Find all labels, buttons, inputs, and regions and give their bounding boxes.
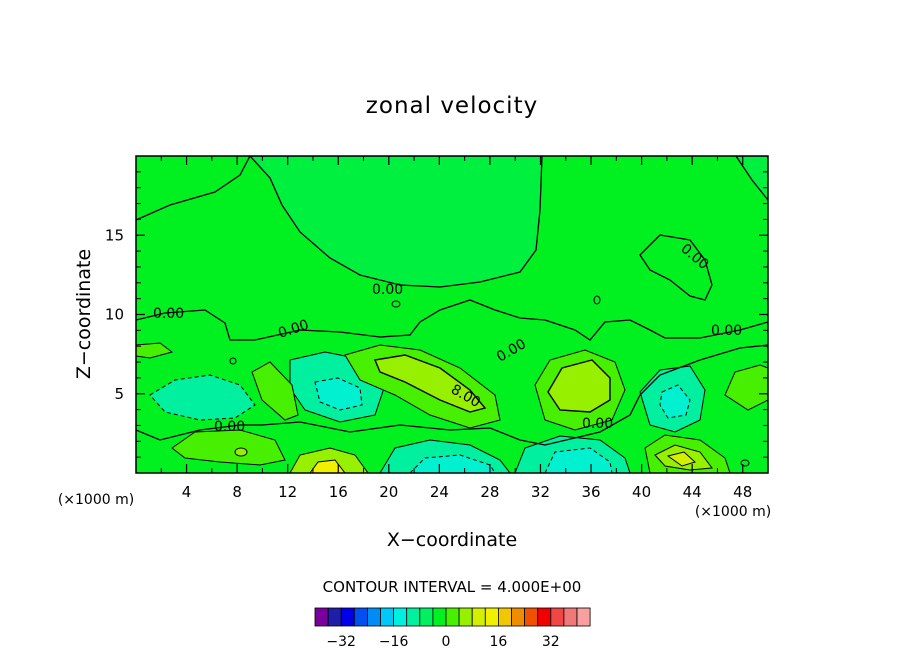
x-tick-label: 40 bbox=[632, 483, 651, 501]
y-tick-label: 5 bbox=[114, 385, 124, 403]
colorbar-swatch bbox=[524, 607, 539, 627]
region-neg-center-left-core bbox=[314, 377, 363, 411]
contour-zero-upright bbox=[639, 234, 713, 301]
colorbar-swatch bbox=[576, 607, 591, 627]
colorbar-tick-label: 32 bbox=[542, 634, 560, 650]
colorbar-swatch bbox=[563, 607, 578, 627]
x-tick-label: 16 bbox=[329, 483, 348, 501]
region-neg-right-core bbox=[659, 384, 691, 419]
region-zero-topright bbox=[735, 156, 768, 202]
region-zero-top bbox=[249, 156, 543, 288]
x-tick-label: 4 bbox=[182, 483, 192, 501]
colorbar-swatch bbox=[327, 607, 342, 627]
z-unit-label: (×1000 m) bbox=[58, 492, 134, 508]
small-contour-3 bbox=[229, 357, 237, 365]
contour-label: 0.00 bbox=[582, 416, 613, 432]
colorbar-swatch bbox=[458, 607, 473, 627]
x-tick-label: 44 bbox=[683, 483, 702, 501]
contour-interval-text: CONTOUR INTERVAL = 4.000E+00 bbox=[323, 578, 582, 596]
contour-label: 0.00 bbox=[153, 306, 184, 322]
colorbar-tick-label: −16 bbox=[379, 634, 409, 650]
region-neg-left bbox=[149, 374, 256, 421]
colorbar-ticks: −32 −16 0 16 32 bbox=[326, 634, 559, 650]
x-axis-label: X−coordinate bbox=[387, 529, 517, 551]
x-tick-label: 12 bbox=[278, 483, 297, 501]
colorbar-swatch bbox=[537, 607, 552, 627]
region-pos-left-edge bbox=[136, 342, 174, 359]
x-axis: 4 8 12 16 20 24 28 32 36 40 44 48 bbox=[160, 156, 752, 501]
region-pos-left-arm bbox=[251, 361, 299, 421]
region-pos-far-right bbox=[724, 364, 768, 411]
contour-label: 0.00 bbox=[214, 419, 245, 435]
colorbar-swatch bbox=[353, 607, 368, 627]
contour-zero-mid bbox=[136, 299, 768, 341]
colorbar-tick-label: 16 bbox=[489, 634, 507, 650]
region-zero-left bbox=[136, 156, 251, 221]
region-pos-right-core bbox=[547, 359, 611, 413]
region-neg-bottom-right-core bbox=[544, 447, 613, 473]
colorbar-swatch bbox=[445, 607, 460, 627]
colorbar-swatch bbox=[497, 607, 512, 627]
colorbar-swatch bbox=[484, 607, 499, 627]
colorbar-swatch bbox=[393, 607, 408, 627]
x-tick-label: 36 bbox=[581, 483, 600, 501]
colorbar-swatch bbox=[471, 607, 486, 627]
y-tick-label: 10 bbox=[105, 306, 124, 324]
x-tick-label: 48 bbox=[733, 483, 752, 501]
colorbar-tick-label: 0 bbox=[442, 634, 451, 650]
plot-area bbox=[136, 156, 768, 473]
colorbar-swatch bbox=[406, 607, 421, 627]
x-tick-label: 28 bbox=[480, 483, 499, 501]
y-axis-label: Z−coordinate bbox=[73, 249, 95, 379]
x-tick-label: 8 bbox=[232, 483, 242, 501]
contour-label: 0.00 bbox=[372, 282, 403, 298]
colorbar-swatch bbox=[366, 607, 381, 627]
small-contour-1 bbox=[391, 300, 401, 308]
colorbar-tick-label: −32 bbox=[326, 634, 356, 650]
chart-title: zonal velocity bbox=[366, 93, 538, 119]
colorbar-swatch bbox=[419, 607, 434, 627]
region-pos-bottom-16-core bbox=[309, 459, 346, 473]
colorbar-swatch bbox=[432, 607, 447, 627]
region-pos-center-core bbox=[374, 354, 487, 413]
colorbar-swatch bbox=[314, 607, 329, 627]
colorbar bbox=[314, 607, 591, 627]
small-contour-4 bbox=[234, 447, 248, 457]
region-neg-bottom-mid-core bbox=[409, 454, 496, 473]
region-pos-bottom-left bbox=[171, 429, 286, 466]
colorbar-swatch bbox=[511, 607, 526, 627]
y-tick-label: 15 bbox=[105, 226, 124, 244]
colorbar-swatch bbox=[380, 607, 395, 627]
x-tick-label: 20 bbox=[379, 483, 398, 501]
small-contour-5 bbox=[740, 459, 750, 467]
small-contour-2 bbox=[593, 295, 601, 305]
x-tick-label: 32 bbox=[531, 483, 550, 501]
region-pos-bottom-right-core bbox=[666, 451, 696, 467]
contour-zero-low bbox=[136, 344, 768, 446]
colorbar-swatch bbox=[550, 607, 565, 627]
contour-label: 0.00 bbox=[711, 323, 742, 339]
x-tick-label: 24 bbox=[430, 483, 449, 501]
colorbar-swatch bbox=[340, 607, 355, 627]
y-axis: 5 10 15 bbox=[105, 171, 768, 458]
x-unit-label: (×1000 m) bbox=[695, 504, 771, 520]
